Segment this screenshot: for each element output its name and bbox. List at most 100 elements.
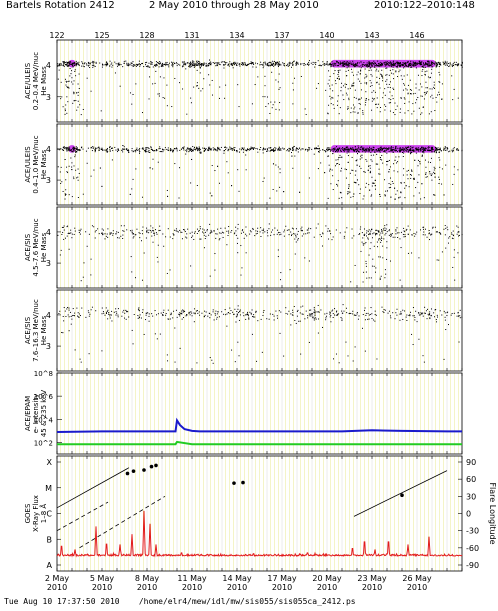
data-point (330, 66, 332, 68)
data-point (350, 312, 352, 314)
data-point (107, 309, 109, 311)
data-point (399, 151, 401, 153)
data-point (145, 312, 147, 314)
data-point (71, 315, 73, 317)
data-point (345, 63, 347, 65)
data-point (300, 149, 302, 151)
data-point (415, 310, 417, 312)
data-point (94, 151, 96, 153)
data-point (260, 61, 262, 63)
data-point (251, 333, 253, 335)
data-point (69, 149, 71, 151)
data-point (172, 238, 174, 240)
data-point (328, 238, 330, 240)
data-point (396, 232, 398, 234)
data-point (176, 230, 178, 232)
data-point (141, 279, 143, 281)
data-point (355, 314, 357, 316)
data-point (275, 310, 277, 312)
data-point (427, 147, 429, 149)
data-point (179, 315, 181, 317)
data-point (278, 146, 280, 148)
data-point (329, 147, 331, 149)
data-point (366, 82, 368, 84)
data-point (373, 99, 375, 101)
data-point (272, 104, 274, 106)
data-point (106, 149, 108, 151)
data-point (400, 97, 402, 99)
data-point (155, 150, 157, 152)
data-point (398, 62, 400, 64)
data-point (295, 62, 297, 64)
data-point (121, 315, 123, 317)
data-point (187, 228, 189, 230)
data-point (101, 147, 103, 149)
data-point (259, 64, 261, 66)
data-point (440, 150, 442, 152)
data-point (426, 70, 428, 72)
data-point (356, 159, 358, 161)
data-point (86, 64, 88, 66)
data-point (342, 304, 344, 306)
data-point (389, 315, 391, 317)
data-point (360, 155, 362, 157)
data-point (325, 225, 327, 227)
data-point (392, 64, 394, 66)
data-point (116, 231, 118, 233)
data-point (262, 230, 264, 232)
data-point (244, 62, 246, 64)
data-point (200, 65, 202, 67)
data-point (388, 187, 390, 189)
data-point (362, 65, 364, 67)
data-point (72, 148, 74, 150)
data-point (313, 308, 315, 310)
data-point (376, 82, 378, 84)
data-point (436, 148, 438, 150)
data-point (403, 182, 405, 184)
data-point (197, 312, 199, 314)
data-point (356, 149, 358, 151)
data-point (253, 63, 255, 65)
data-point (429, 161, 431, 163)
data-point (304, 257, 306, 259)
data-point (268, 64, 270, 66)
data-point (393, 170, 395, 172)
data-point (362, 64, 364, 66)
data-point (428, 230, 430, 232)
data-point (381, 62, 383, 64)
data-point (368, 184, 370, 186)
data-point (79, 149, 81, 151)
data-point (274, 101, 276, 103)
data-point (444, 64, 446, 66)
data-point (430, 315, 432, 317)
data-point (438, 91, 440, 93)
data-point (300, 63, 302, 65)
data-point (295, 64, 297, 66)
data-point (67, 314, 69, 316)
data-point (326, 62, 328, 64)
data-point (97, 147, 99, 149)
data-point (316, 148, 318, 150)
data-point (452, 230, 454, 232)
data-point (363, 62, 365, 64)
data-point (413, 62, 415, 64)
data-point (209, 147, 211, 149)
data-point (346, 64, 348, 66)
data-point (350, 112, 352, 114)
data-point (253, 147, 255, 149)
data-point (200, 152, 202, 154)
data-point (289, 148, 291, 150)
data-point (111, 159, 113, 161)
data-point (170, 314, 172, 316)
data-point (68, 165, 70, 167)
data-point (402, 64, 404, 66)
data-point (123, 317, 125, 319)
data-point (322, 61, 324, 63)
data-point (371, 176, 373, 178)
data-point (76, 149, 78, 151)
data-point (397, 64, 399, 66)
data-point (107, 150, 109, 152)
data-point (364, 64, 366, 66)
data-point (403, 227, 405, 229)
